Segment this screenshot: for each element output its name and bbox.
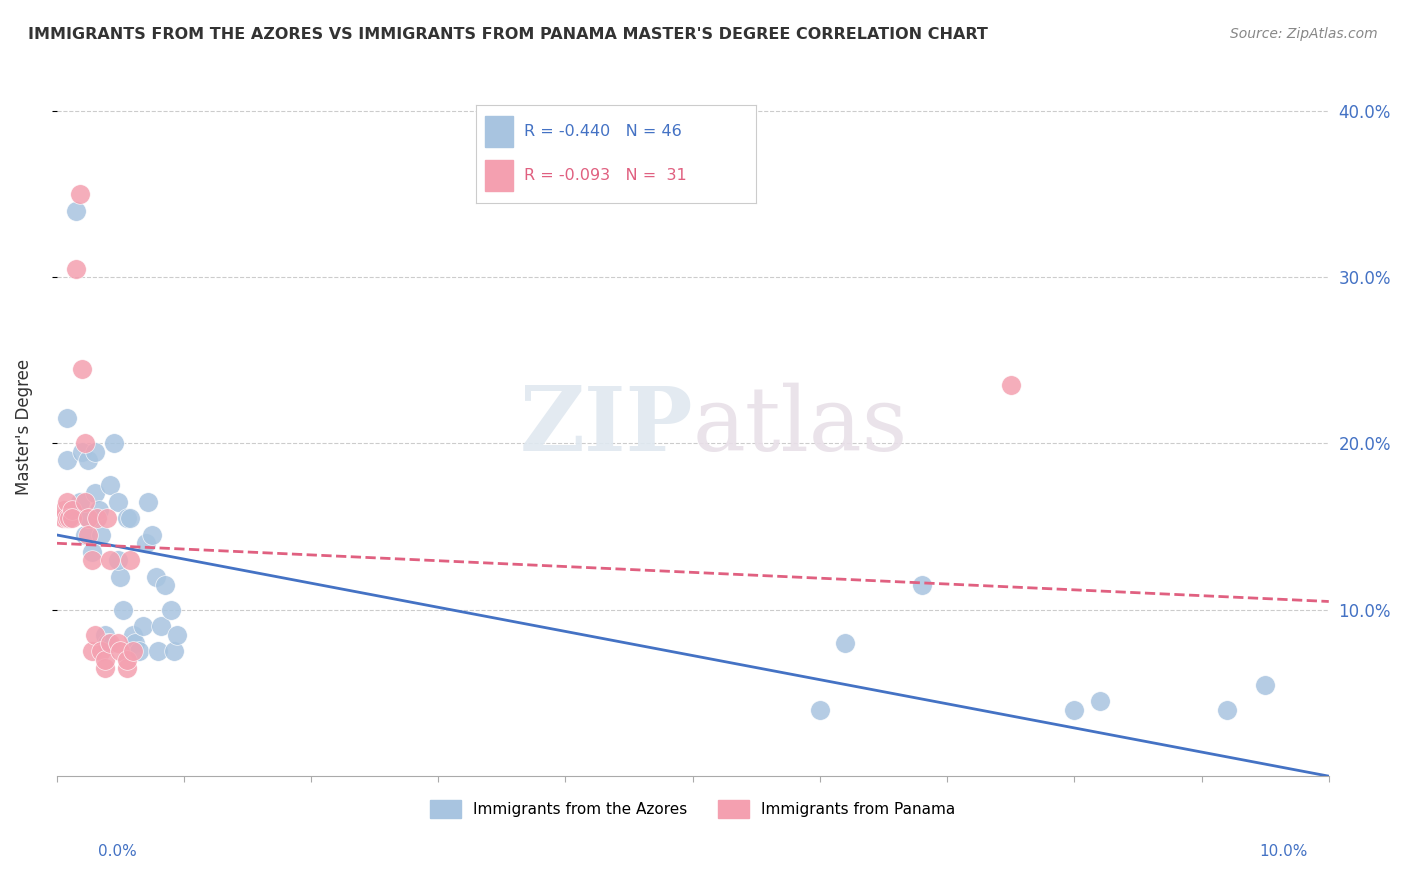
Point xyxy=(77,511,100,525)
Point xyxy=(153,578,176,592)
Point xyxy=(148,644,170,658)
Text: Source: ZipAtlas.com: Source: ZipAtlas.com xyxy=(1230,27,1378,41)
Point xyxy=(56,494,79,508)
Point xyxy=(135,536,157,550)
Point xyxy=(166,628,188,642)
Point xyxy=(124,636,146,650)
Point xyxy=(136,494,159,508)
Point xyxy=(90,644,112,658)
Point xyxy=(122,628,145,642)
Point xyxy=(110,644,132,658)
Point xyxy=(56,453,79,467)
Text: ZIP: ZIP xyxy=(519,384,693,470)
Point xyxy=(73,528,96,542)
Point xyxy=(65,261,87,276)
Point xyxy=(122,644,145,658)
Point xyxy=(87,503,110,517)
Point xyxy=(145,569,167,583)
Point xyxy=(73,436,96,450)
Point xyxy=(1254,678,1277,692)
Point xyxy=(53,503,76,517)
Point xyxy=(1088,694,1111,708)
Point xyxy=(77,453,100,467)
Point xyxy=(94,628,117,642)
Point xyxy=(58,511,80,525)
Point xyxy=(141,528,163,542)
Point xyxy=(1000,378,1022,392)
Point xyxy=(70,444,93,458)
Point xyxy=(111,603,134,617)
Point xyxy=(98,636,121,650)
Point xyxy=(86,511,108,525)
Point xyxy=(73,494,96,508)
Point xyxy=(160,603,183,617)
Point xyxy=(77,511,100,525)
Text: atlas: atlas xyxy=(693,384,908,470)
Point xyxy=(163,644,186,658)
Point xyxy=(58,511,80,525)
Point xyxy=(96,636,118,650)
Point xyxy=(98,478,121,492)
Point xyxy=(82,553,104,567)
Point xyxy=(94,661,117,675)
Point xyxy=(60,503,83,517)
Point xyxy=(128,644,150,658)
Point xyxy=(94,653,117,667)
Point xyxy=(82,544,104,558)
Point xyxy=(120,553,142,567)
Point xyxy=(60,511,83,525)
Point xyxy=(107,636,129,650)
Point xyxy=(83,628,105,642)
Point xyxy=(90,528,112,542)
Point xyxy=(103,436,125,450)
Point xyxy=(98,553,121,567)
Point xyxy=(52,511,75,525)
Point xyxy=(69,186,91,201)
Point xyxy=(83,444,105,458)
Point xyxy=(1216,703,1239,717)
Point xyxy=(115,511,138,525)
Y-axis label: Master's Degree: Master's Degree xyxy=(15,359,32,495)
Point xyxy=(115,653,138,667)
Point xyxy=(83,486,105,500)
Point xyxy=(115,661,138,675)
Legend: Immigrants from the Azores, Immigrants from Panama: Immigrants from the Azores, Immigrants f… xyxy=(425,794,962,824)
Point xyxy=(1063,703,1085,717)
Text: IMMIGRANTS FROM THE AZORES VS IMMIGRANTS FROM PANAMA MASTER'S DEGREE CORRELATION: IMMIGRANTS FROM THE AZORES VS IMMIGRANTS… xyxy=(28,27,988,42)
Text: 10.0%: 10.0% xyxy=(1260,845,1308,859)
Point xyxy=(56,411,79,425)
Point xyxy=(132,619,155,633)
Point xyxy=(107,494,129,508)
Point xyxy=(911,578,934,592)
Point xyxy=(96,511,118,525)
Point xyxy=(149,619,172,633)
Point xyxy=(70,361,93,376)
Point xyxy=(56,511,79,525)
Point xyxy=(110,569,132,583)
Point xyxy=(834,636,856,650)
Point xyxy=(82,644,104,658)
Point xyxy=(120,511,142,525)
Point xyxy=(107,553,129,567)
Point xyxy=(86,511,108,525)
Point xyxy=(77,528,100,542)
Point xyxy=(69,494,91,508)
Text: 0.0%: 0.0% xyxy=(98,845,138,859)
Point xyxy=(65,203,87,218)
Point xyxy=(808,703,831,717)
